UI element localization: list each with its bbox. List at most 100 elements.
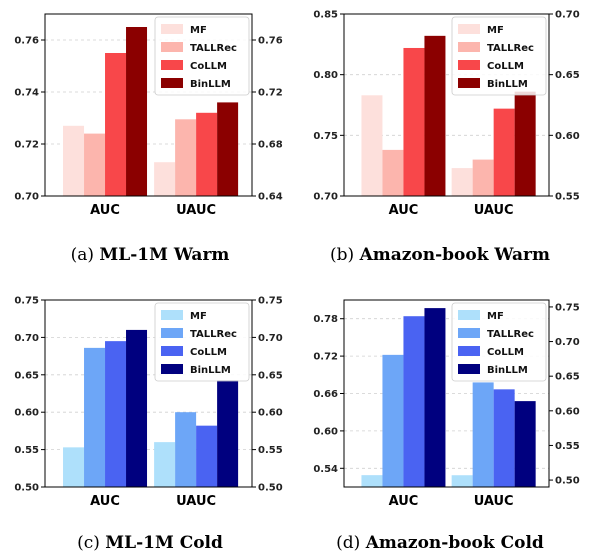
legend-swatch-collm (161, 60, 183, 70)
bar-mf-auc (361, 475, 383, 487)
right-tick-label: 0.75 (555, 302, 580, 313)
legend-swatch-tallrec (458, 42, 480, 52)
caption-title: Amazon-book Cold (365, 533, 544, 553)
left-tick-label: 0.72 (313, 352, 338, 363)
bar-tallrec-auc (382, 149, 404, 196)
bar-binllm-auc (126, 329, 148, 487)
panel-caption: (a) ML-1M Warm (71, 245, 230, 265)
right-tick-label: 0.65 (258, 370, 283, 381)
plot-frame (44, 13, 253, 197)
left-tick-label: 0.66 (313, 389, 338, 400)
legend-label-binllm: BinLLM (487, 365, 528, 376)
x-tick-label: UAUC (474, 203, 514, 218)
legend-box (154, 302, 250, 382)
bar-tallrec-uauc (472, 382, 494, 487)
legend-swatch-tallrec (161, 328, 183, 338)
bar-collm-auc (105, 53, 127, 196)
x-tick-label: AUC (389, 494, 419, 509)
bar-collm-auc (105, 341, 127, 487)
left-tick-label: 0.70 (313, 192, 338, 203)
legend-box (451, 302, 547, 382)
legend-swatch-mf (161, 310, 183, 320)
left-tick-label: 0.50 (14, 483, 39, 494)
bar-binllm-uauc (217, 380, 239, 487)
right-tick-label: 0.65 (555, 70, 580, 81)
right-tick-label: 0.75 (258, 296, 283, 307)
plot-frame (343, 13, 550, 197)
bar-mf-uauc (451, 475, 473, 487)
left-tick-label: 0.55 (14, 445, 39, 456)
left-tick-label: 0.72 (14, 140, 39, 151)
legend-swatch-mf (161, 24, 183, 34)
bar-collm-uauc (196, 425, 218, 487)
legend-label-mf: MF (190, 311, 207, 322)
legend-swatch-binllm (161, 364, 183, 374)
left-tick-label: 0.75 (14, 296, 39, 307)
panel-caption: (c) ML-1M Cold (77, 533, 223, 553)
x-tick-label: AUC (90, 203, 120, 218)
left-tick-label: 0.70 (14, 192, 39, 203)
left-tick-label: 0.75 (313, 131, 338, 142)
plot-frame (44, 299, 253, 488)
legend-swatch-binllm (458, 364, 480, 374)
chart-panel-4: AUC UAUC 0.54 0.60 0.66 0.72 0.78 0.50 0.55 0.60 0… (313, 299, 580, 553)
panel-caption: (d) Amazon-book Cold (336, 533, 544, 553)
right-tick-label: 0.50 (258, 483, 283, 494)
right-tick-label: 0.50 (555, 476, 580, 487)
legend-label-collm: CoLLM (190, 61, 227, 72)
legend-swatch-tallrec (161, 42, 183, 52)
bar-mf-auc (63, 447, 85, 487)
legend-swatch-collm (458, 346, 480, 356)
right-tick-label: 0.72 (258, 88, 283, 99)
x-tick-label: AUC (90, 494, 120, 509)
bar-tallrec-auc (84, 133, 106, 196)
bar-mf-auc (63, 125, 85, 196)
legend-label-binllm: BinLLM (190, 365, 231, 376)
right-tick-label: 0.65 (555, 372, 580, 383)
chart-panel-1: AUC UAUC 0.70 0.72 0.74 0.76 0.64 0.68 0.72 0.76 M… (14, 13, 283, 265)
bar-mf-auc (361, 95, 383, 196)
left-tick-label: 0.60 (14, 408, 39, 419)
left-tick-label: 0.74 (14, 88, 39, 99)
caption-title: ML-1M Warm (99, 245, 229, 265)
x-tick-label: UAUC (176, 494, 216, 509)
right-tick-label: 0.70 (555, 337, 580, 348)
bar-mf-uauc (154, 442, 176, 487)
caption-prefix: (d) (336, 533, 366, 553)
right-tick-label: 0.55 (555, 441, 580, 452)
bar-binllm-auc (424, 308, 446, 487)
bar-tallrec-uauc (175, 412, 197, 487)
bar-mf-uauc (451, 168, 473, 196)
caption-prefix: (c) (77, 533, 105, 553)
caption-title: ML-1M Cold (105, 533, 223, 553)
legend-label-mf: MF (487, 25, 504, 36)
legend-swatch-collm (161, 346, 183, 356)
right-tick-label: 0.60 (555, 406, 580, 417)
legend-label-tallrec: TALLRec (190, 43, 237, 54)
left-tick-label: 0.54 (313, 464, 338, 475)
legend-label-tallrec: TALLRec (487, 329, 534, 340)
bar-collm-uauc (493, 389, 515, 487)
left-tick-label: 0.80 (313, 70, 338, 81)
bar-collm-uauc (196, 112, 218, 196)
bar-binllm-uauc (514, 401, 536, 487)
bar-tallrec-auc (382, 354, 404, 487)
left-tick-label: 0.78 (313, 314, 338, 325)
legend-label-binllm: BinLLM (487, 79, 528, 90)
legend-label-collm: CoLLM (487, 61, 524, 72)
bar-binllm-auc (424, 35, 446, 197)
x-tick-label: UAUC (176, 203, 216, 218)
legend-label-mf: MF (190, 25, 207, 36)
x-tick-label: AUC (389, 203, 419, 218)
legend-swatch-binllm (161, 78, 183, 88)
bar-collm-auc (403, 47, 425, 197)
chart-panel-2: AUC UAUC 0.70 0.75 0.80 0.85 0.55 0.60 0.65 0.70 M… (313, 10, 579, 266)
right-tick-label: 0.60 (258, 408, 283, 419)
x-tick-label: UAUC (474, 494, 514, 509)
bar-mf-uauc (154, 162, 176, 196)
right-tick-label: 0.64 (258, 192, 283, 203)
legend-label-collm: CoLLM (190, 347, 227, 358)
caption-title: Amazon-book Warm (359, 245, 550, 265)
left-tick-label: 0.70 (14, 333, 39, 344)
